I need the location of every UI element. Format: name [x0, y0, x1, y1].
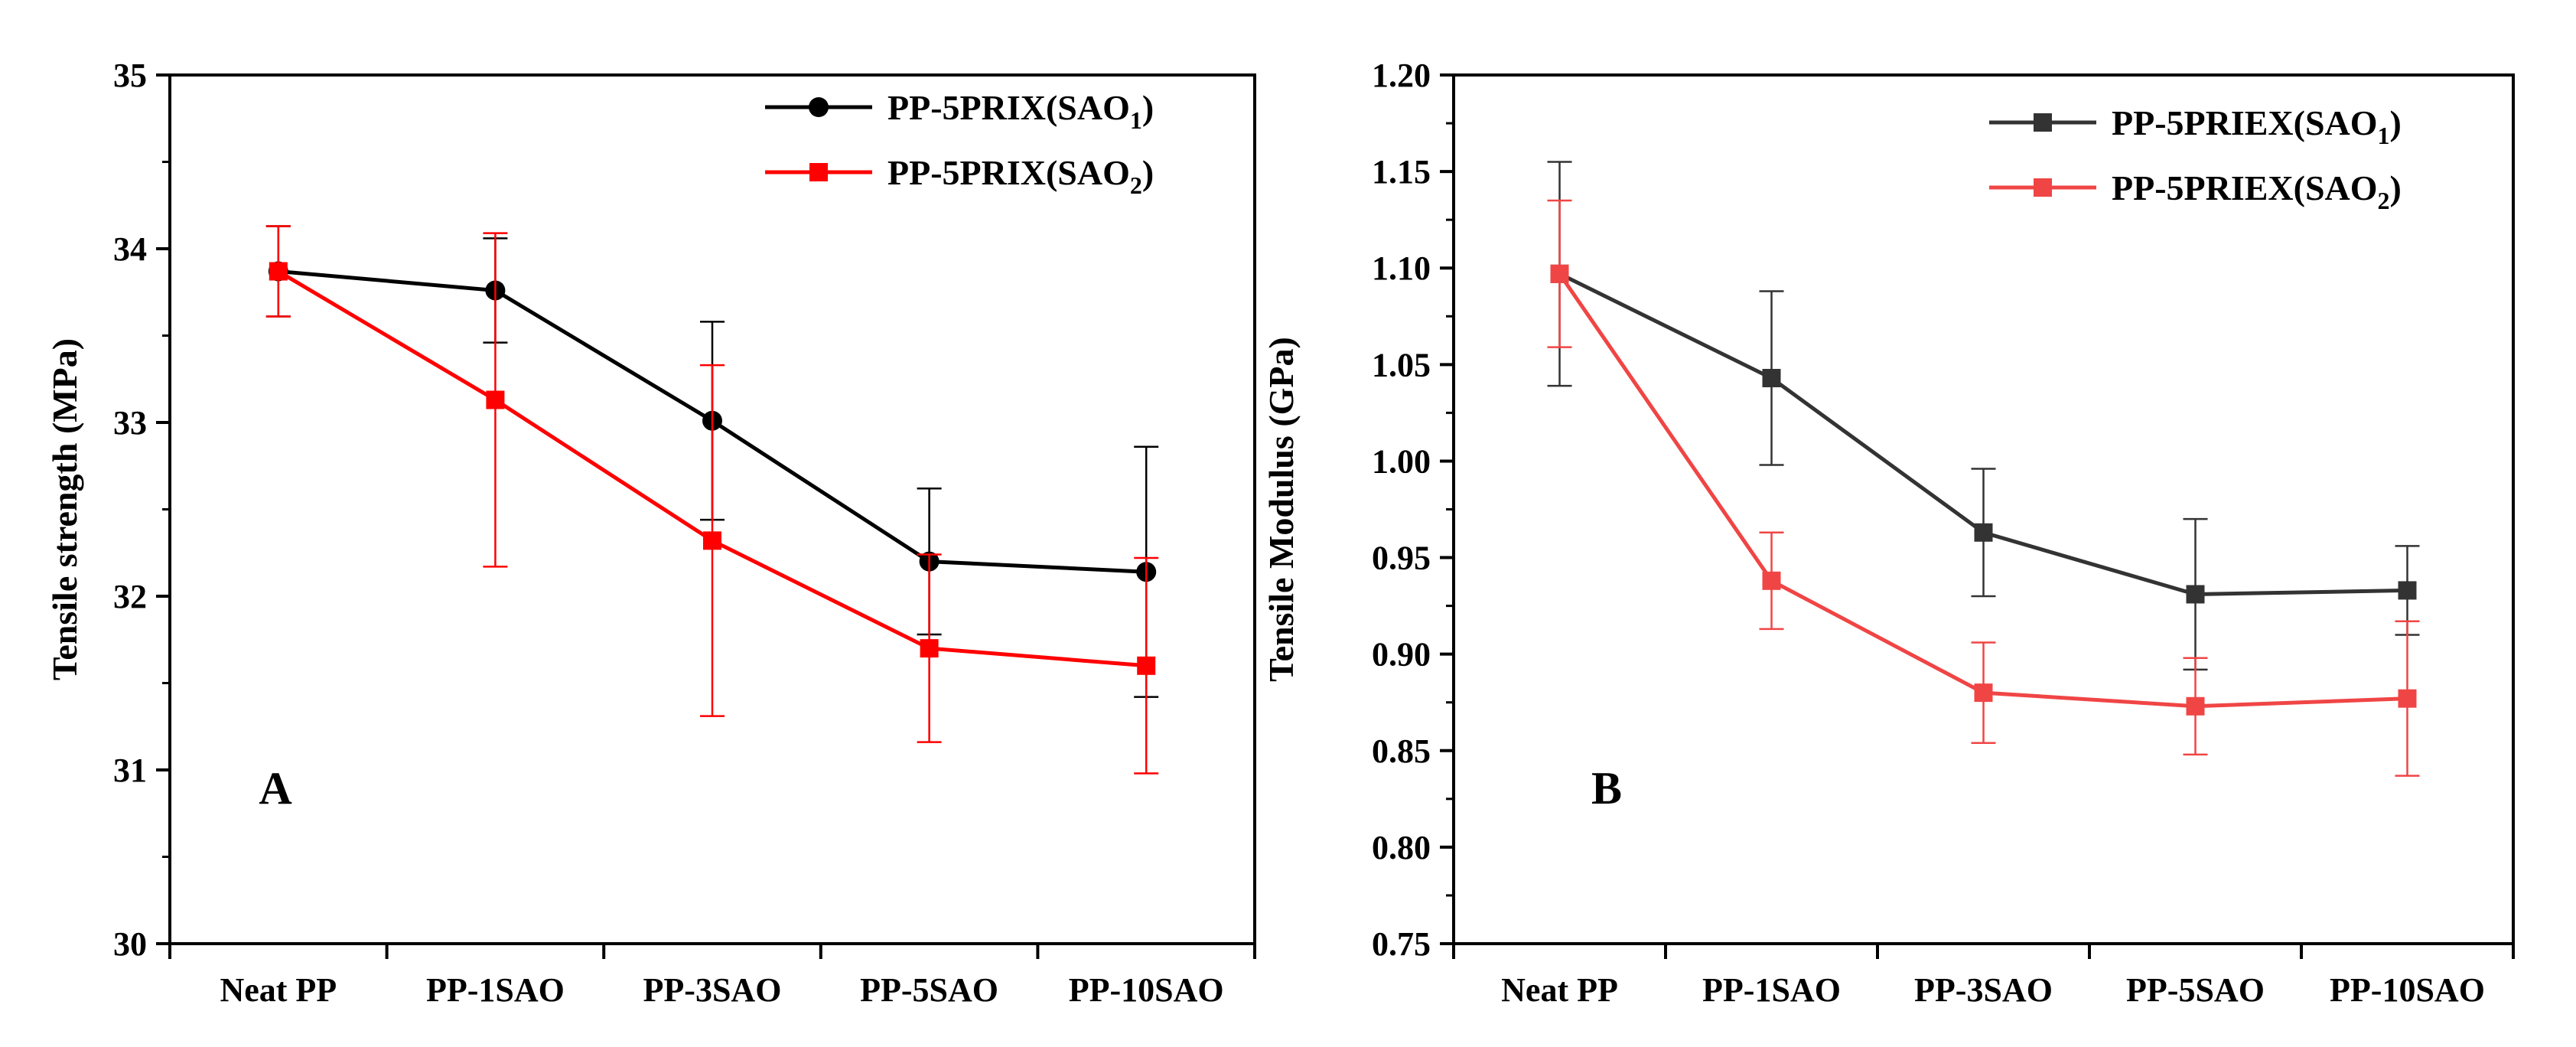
legend-label-subscript: 1: [1130, 106, 1142, 134]
y-tick-label: 30: [113, 925, 147, 963]
x-tick-label: PP-1SAO: [1702, 971, 1841, 1009]
y-tick-label: 33: [113, 404, 147, 442]
legend-label: PP-5PRIX(SAO2): [887, 153, 1154, 199]
legend-label: PP-5PRIEX(SAO1): [2112, 103, 2402, 149]
y-axis-title: Tensile strength (MPa): [45, 338, 84, 680]
x-tick-label: PP-10SAO: [1069, 971, 1224, 1009]
legend-marker: [809, 163, 828, 181]
series-2: PP-5PRIEX(SAO2): [1547, 168, 2420, 777]
x-tick-label: PP-5SAO: [2126, 971, 2265, 1009]
panel-letter: A: [259, 763, 291, 814]
y-tick-label: 0.75: [1372, 925, 1431, 963]
panel-letter: B: [1591, 763, 1622, 814]
legend-label-main: PP-5PRIEX(SAO: [2112, 103, 2378, 142]
data-point: [2398, 581, 2417, 600]
data-point: [1974, 523, 1993, 542]
legend-label-main: PP-5PRIX(SAO: [887, 153, 1130, 192]
y-tick-label: 0.90: [1372, 636, 1431, 674]
y-tick-label: 1.20: [1372, 57, 1431, 94]
y-tick-label: 32: [113, 578, 147, 615]
y-tick-label: 1.10: [1372, 250, 1431, 287]
legend-label: PP-5PRIEX(SAO2): [2112, 168, 2402, 214]
data-point: [2398, 689, 2417, 708]
data-point: [2186, 696, 2205, 716]
panel-b-chart: 0.75 0.80 0.85 0.90 0.95 1.00 1.05 1.10 1.15 1.20…: [1262, 57, 2515, 1009]
y-tick-label: 1.00: [1372, 442, 1431, 480]
series-2: PP-5PRIX(SAO2): [265, 153, 1159, 775]
legend-marker: [2034, 113, 2052, 132]
legend-label-end: ): [1142, 88, 1154, 127]
legend-label-end: ): [2390, 103, 2402, 142]
y-tick-label: 31: [113, 752, 147, 789]
x-tick-label: PP-1SAO: [426, 971, 565, 1009]
legend-marker: [2034, 178, 2052, 197]
data-point: [1762, 368, 1781, 387]
x-tick-label: PP-3SAO: [1914, 971, 2053, 1009]
x-tick-label: Neat PP: [220, 971, 337, 1009]
y-tick-label: 0.85: [1372, 732, 1431, 770]
legend-label: PP-5PRIX(SAO1): [887, 88, 1154, 134]
y-tick-label: 0.95: [1372, 540, 1431, 577]
data-point: [703, 531, 721, 550]
legend-label-end: ): [2390, 168, 2402, 207]
data-point: [1137, 656, 1156, 675]
data-point: [1974, 683, 1993, 703]
y-tick-label: 1.05: [1372, 346, 1431, 383]
x-tick-label: PP-5SAO: [860, 971, 998, 1009]
legend-label-subscript: 1: [2378, 122, 2390, 149]
legend-label-main: PP-5PRIX(SAO: [887, 88, 1130, 127]
legend-marker: [809, 97, 829, 117]
y-tick-label: 35: [113, 57, 147, 94]
data-point: [1762, 571, 1781, 590]
x-tick-label: PP-10SAO: [2330, 971, 2485, 1009]
y-tick-label: 34: [113, 230, 147, 268]
y-tick-label: 0.80: [1372, 829, 1431, 866]
legend-label-end: ): [1142, 153, 1154, 192]
data-point: [486, 390, 505, 409]
data-point: [269, 262, 288, 281]
legend-label-subscript: 2: [1130, 171, 1142, 199]
x-tick-label: PP-3SAO: [643, 971, 782, 1009]
data-point: [2186, 585, 2205, 604]
data-point: [1550, 264, 1569, 283]
legend-label-main: PP-5PRIEX(SAO: [2112, 168, 2378, 207]
y-axis-title: Tensile Modulus (GPa): [1262, 337, 1301, 682]
x-tick-label: Neat PP: [1501, 971, 1618, 1009]
series-1: PP-5PRIEX(SAO1): [1547, 103, 2420, 671]
data-point: [920, 639, 939, 658]
y-tick-label: 1.15: [1372, 153, 1431, 191]
panel-a-chart: 30 31 32 33 34 35 Neat PP PP-1SAO PP-3SAO PP-5SAO…: [45, 57, 1256, 1009]
legend-label-subscript: 2: [2378, 187, 2390, 214]
